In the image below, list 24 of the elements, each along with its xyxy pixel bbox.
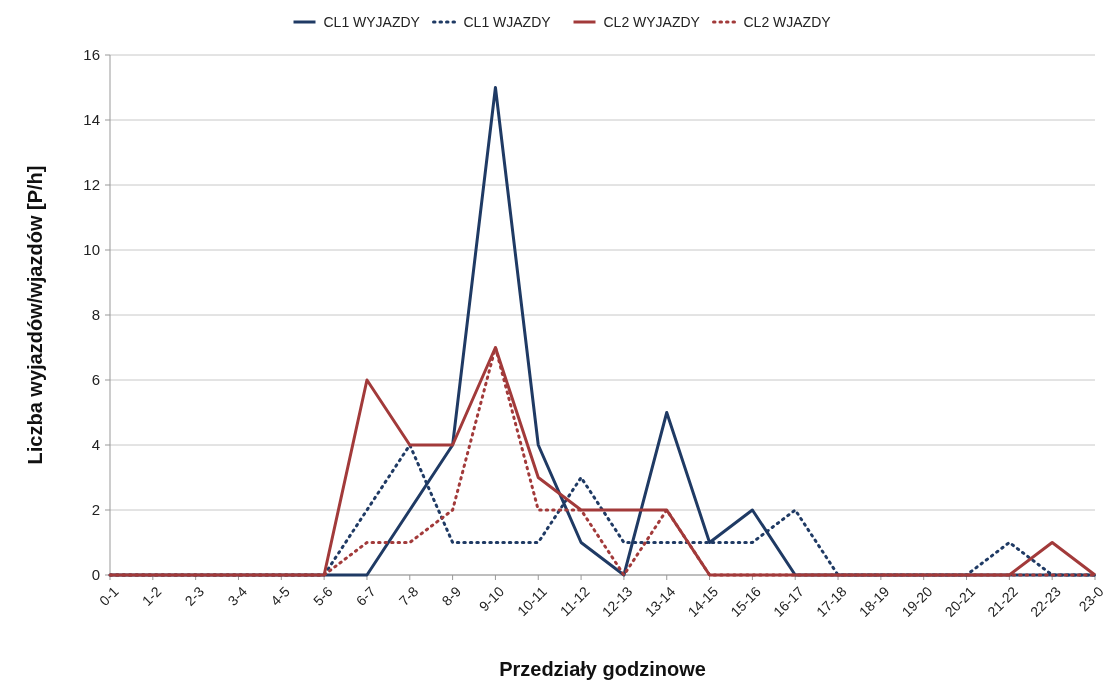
legend-label: CL1 WJAZDY <box>463 13 552 30</box>
legend-label: CL2 WYJAZDY <box>603 13 701 30</box>
y-tick-label: 14 <box>83 111 100 129</box>
x-tick-label: 4-5 <box>267 583 294 609</box>
legend-label: CL2 WJAZDY <box>743 13 832 30</box>
y-axis-title: Liczba wyjazdów/wjazdów [P/h] <box>24 165 46 465</box>
y-tick-label: 4 <box>91 436 100 454</box>
y-tick-label: 10 <box>83 241 100 259</box>
y-tick-label: 8 <box>91 306 100 324</box>
y-tick-label: 0 <box>91 566 100 584</box>
x-tick-label: 1-2 <box>138 583 165 609</box>
x-tick-label: 0-1 <box>95 583 122 609</box>
x-tick-label: 8-9 <box>438 583 465 609</box>
x-tick-label: 7-8 <box>395 583 422 609</box>
x-tick-label: 2-3 <box>181 583 208 609</box>
legend-label: CL1 WYJAZDY <box>323 13 421 30</box>
y-tick-label: 6 <box>91 371 100 389</box>
x-axis-title: Przedziały godzinowe <box>499 658 706 680</box>
y-tick-label: 16 <box>83 46 100 64</box>
x-tick-label: 6-7 <box>352 583 379 609</box>
x-tick-label: 3-4 <box>224 583 251 609</box>
y-tick-label: 2 <box>91 501 100 519</box>
x-tick-label: 5-6 <box>310 583 336 609</box>
y-tick-label: 12 <box>83 176 100 194</box>
